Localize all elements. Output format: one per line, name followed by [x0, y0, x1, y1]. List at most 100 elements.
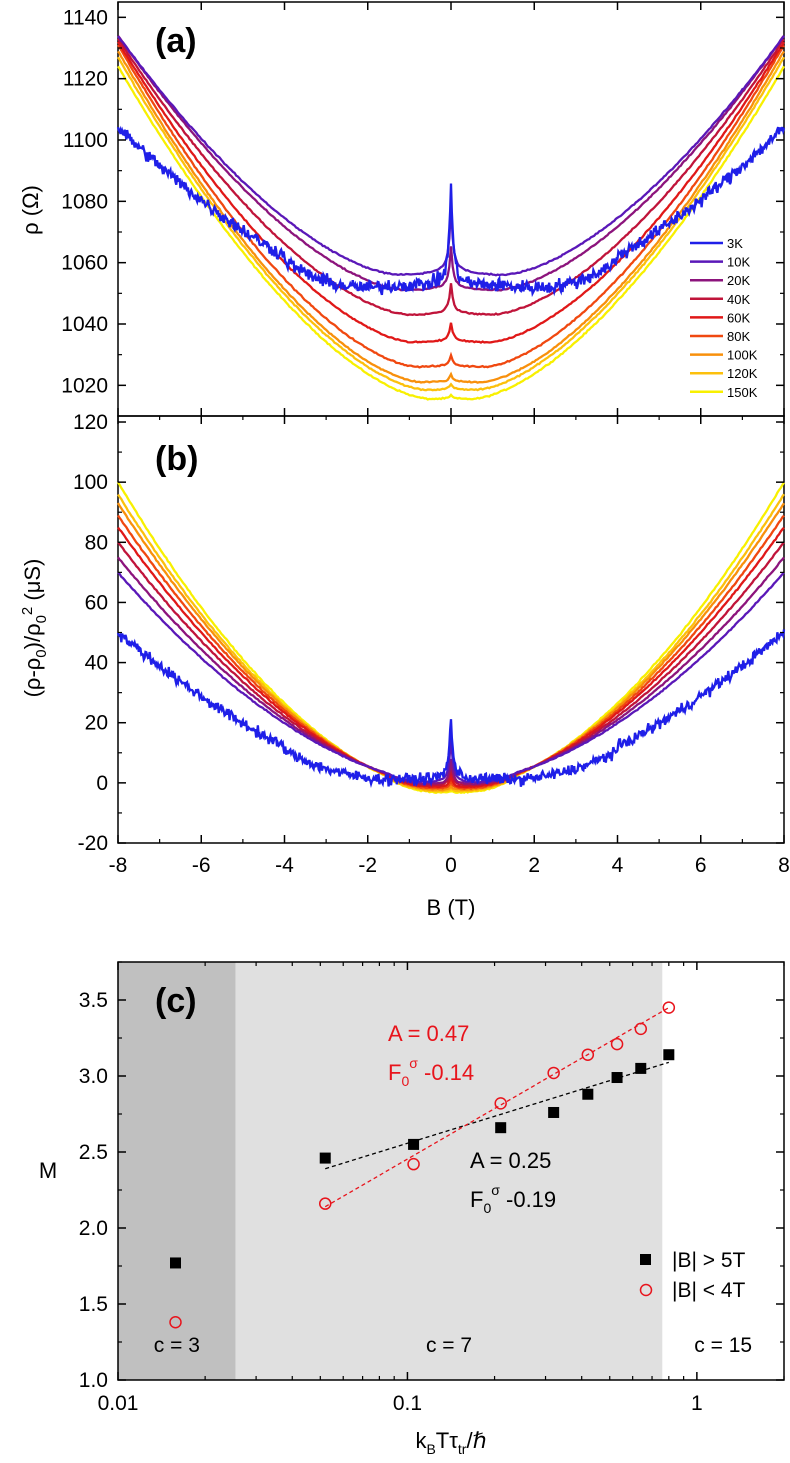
panel-a-ytick-label: 1140 — [63, 6, 108, 29]
panel-c-ylabel: M — [39, 1158, 57, 1183]
legend-label-circle: |B| < 4T — [672, 1279, 746, 1302]
curve-b-120K — [117, 493, 785, 793]
point-circle — [634, 1022, 648, 1036]
point-circle — [610, 1037, 624, 1051]
curve-a-20K — [117, 34, 785, 292]
legend-label-150K: 150K — [727, 385, 758, 400]
panel-c-frame — [117, 961, 785, 1381]
curve-a-150K — [117, 65, 785, 401]
point-square — [635, 1062, 647, 1074]
panel-c-ytick-label: 2.0 — [79, 1217, 108, 1240]
point-circle — [547, 1066, 560, 1080]
legend-square — [640, 1254, 651, 1265]
panel-a-ytick-label: 1020 — [61, 374, 108, 397]
curve-b-3K — [116, 629, 786, 788]
point-circle — [581, 1048, 595, 1061]
region-label-0: c = 3 — [154, 1334, 200, 1357]
panel-a-ytick-label: 1100 — [63, 129, 108, 152]
panel-b-ytick-label: 120 — [73, 411, 108, 434]
panel-b-xtick-label: 6 — [695, 854, 707, 877]
panel-a-label: (a) — [155, 22, 197, 60]
point-square — [319, 1152, 331, 1164]
point-square — [408, 1138, 420, 1150]
curve-a-40K — [117, 37, 785, 317]
panel-c-y-axis: 1.0 1.5 2.0 2.5 3.0 3.5 — [79, 961, 784, 1392]
panel-b-ytick-label: 40 — [85, 652, 108, 675]
curve-b-10K — [117, 571, 785, 784]
panel-c-regions — [118, 962, 784, 1380]
panel-c-ytick-label: 1.0 — [79, 1369, 108, 1392]
panel-b-y-axis: -20 0 20 40 60 80 100 120 — [73, 411, 784, 855]
panel-c-xlabel: kBTτtr/ℏ — [415, 1428, 486, 1457]
point-square — [495, 1122, 507, 1134]
panel-b-ytick-label: -20 — [78, 832, 108, 855]
panel-b-ylabel: (ρ-ρ0)/ρ02 (μS) — [19, 559, 50, 698]
curve-b-80K — [117, 514, 785, 791]
panel-c-xtick-label: 0.01 — [98, 1392, 139, 1415]
panel-c-points — [169, 1001, 676, 1329]
panel-b-ytick-label: 0 — [96, 772, 108, 795]
point-square — [169, 1257, 181, 1269]
panel-b-label: (b) — [155, 440, 198, 478]
red-fit-A: A = 0.47 — [388, 1021, 469, 1046]
point-square — [582, 1088, 594, 1100]
panel-b-xtick-label: 0 — [445, 854, 457, 877]
panel-b-ytick-label: 20 — [85, 712, 108, 735]
curve-a-60K — [117, 41, 786, 344]
panel-c-x-axis: 0.01 0.1 1 — [98, 962, 785, 1415]
panel-c-region-labels: c = 3 c = 7 c = 15 — [154, 1334, 752, 1357]
curve-b-40K — [117, 541, 785, 787]
curve-a-80K — [117, 44, 785, 369]
panel-b-xtick-label: -8 — [109, 854, 128, 877]
panel-a-legend: 3K 10K 20K 40K 60K 80K 100K 120K 150K — [690, 236, 758, 400]
black-fit-A: A = 0.25 — [470, 1148, 551, 1173]
point-circle — [662, 1001, 676, 1014]
region-label-2: c = 15 — [694, 1334, 752, 1357]
panel-b-ytick-label: 60 — [85, 591, 108, 614]
legend-label-120K: 120K — [727, 366, 758, 381]
curve-b-150K — [117, 481, 785, 795]
point-circle — [318, 1197, 332, 1210]
panel-b-curves — [116, 481, 786, 795]
legend-label-60K: 60K — [727, 310, 750, 325]
panel-c-xtick-label: 1 — [691, 1392, 703, 1415]
panel-c-xtick-label: 0.1 — [393, 1392, 422, 1415]
legend-label-10K: 10K — [727, 255, 750, 270]
curve-b-60K — [117, 526, 785, 789]
panel-a: 1020 1040 1060 1080 1100 1120 1140 (a) ρ (Ω) 3… — [18, 1, 786, 417]
region-label-1: c = 7 — [426, 1334, 472, 1357]
panel-b-xtick-label: -4 — [275, 854, 294, 877]
legend-label-3K: 3K — [727, 236, 743, 251]
legend-circle — [639, 1283, 653, 1297]
curve-b-20K — [117, 556, 785, 786]
panel-c: 1.0 1.5 2.0 2.5 3.0 3.5 0.01 0.1 1 (c) A = 0.47… — [39, 961, 785, 1457]
fit-line-0 — [325, 1061, 670, 1170]
panel-b-xlabel: B (T) — [427, 895, 476, 920]
panel-b-xtick-label: -6 — [192, 854, 211, 877]
point-circle — [494, 1097, 507, 1110]
legend-label-square: |B| > 5T — [672, 1249, 746, 1272]
region-1 — [235, 962, 663, 1380]
panel-c-ytick-label: 2.5 — [79, 1141, 108, 1164]
legend-label-40K: 40K — [727, 292, 750, 307]
panel-a-ytick-label: 1080 — [61, 190, 108, 213]
panel-a-ytick-label: 1120 — [63, 68, 108, 91]
legend-label-20K: 20K — [727, 273, 750, 288]
panel-c-ytick-label: 3.0 — [79, 1065, 108, 1088]
panel-c-ytick-label: 3.5 — [79, 989, 108, 1012]
panel-c-legend: |B| > 5T |B| < 4T — [639, 1249, 746, 1302]
legend-label-100K: 100K — [727, 348, 758, 363]
legend-label-80K: 80K — [727, 329, 750, 344]
point-square — [663, 1049, 675, 1061]
region-2 — [662, 962, 784, 1380]
panel-b-xtick-label: -2 — [358, 854, 377, 877]
panel-b-xtick-label: 4 — [612, 854, 624, 877]
panel-b-xtick-label: 2 — [528, 854, 540, 877]
red-fit-F: F0σ -0.14 — [388, 1055, 474, 1089]
panel-b-ytick-label: 100 — [73, 471, 108, 494]
panel-a-curves — [116, 34, 786, 401]
curve-a-10K — [117, 35, 785, 277]
black-fit-F: F0σ -0.19 — [470, 1182, 556, 1216]
point-circle — [169, 1315, 182, 1329]
